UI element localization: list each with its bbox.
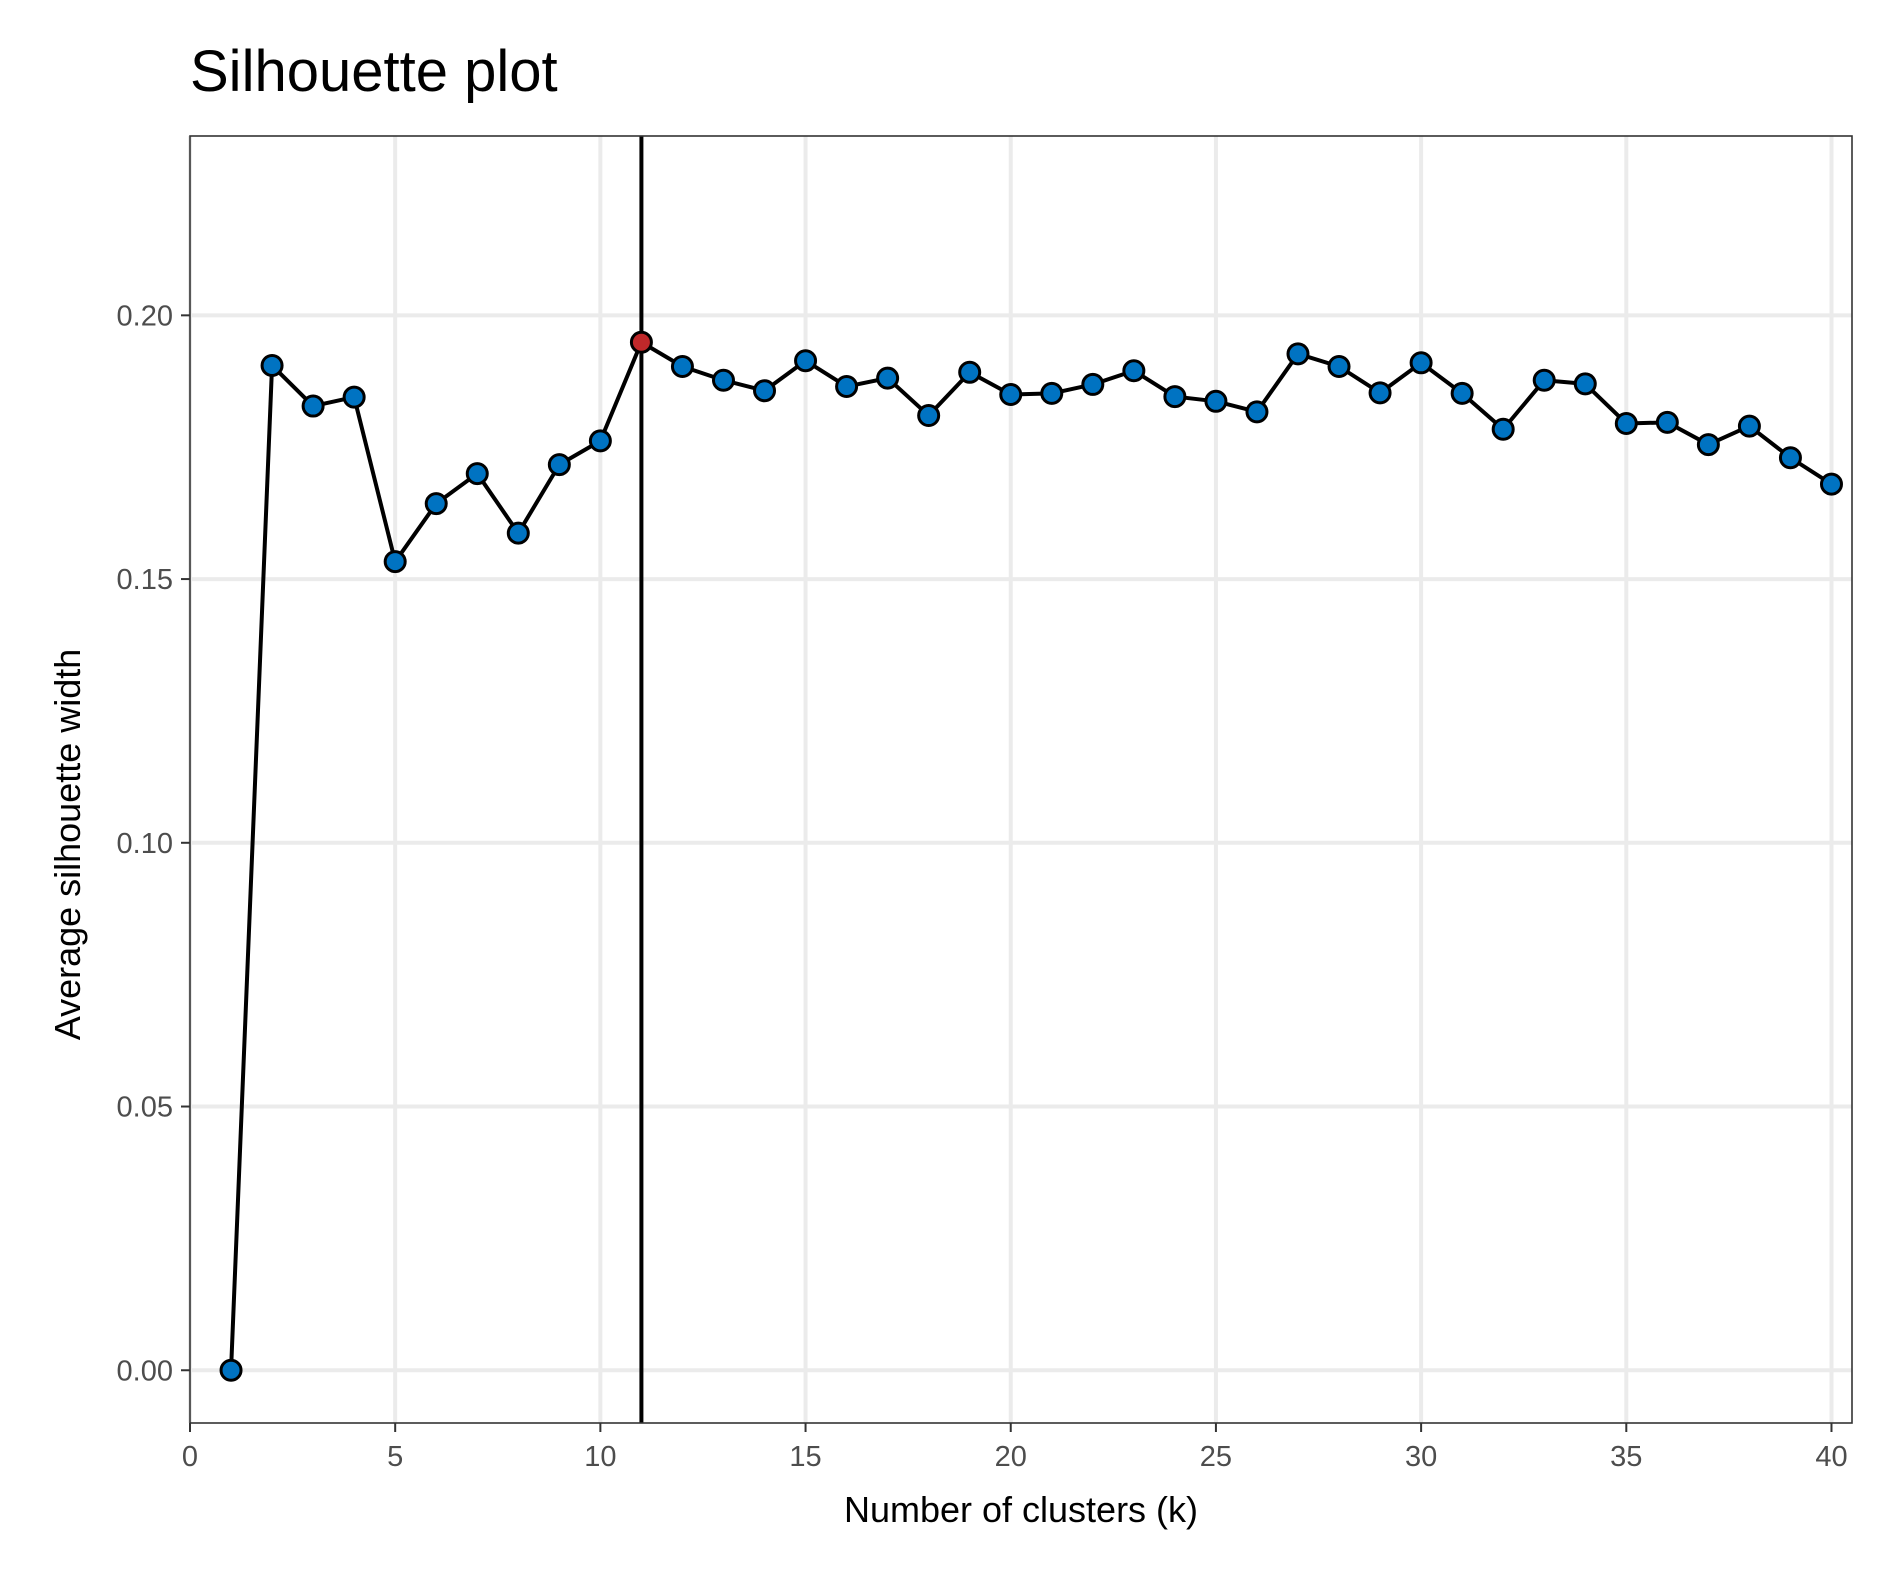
data-point: [917, 404, 941, 428]
data-point: [1696, 433, 1720, 457]
data-point: [547, 453, 571, 477]
data-point: [794, 349, 818, 373]
data-point: [1081, 372, 1105, 396]
x-tick-label: 5: [387, 1441, 403, 1473]
data-point: [835, 375, 859, 399]
x-tick-label: 0: [182, 1441, 198, 1473]
data-point: [1778, 446, 1802, 470]
data-point: [1327, 354, 1351, 378]
data-point: [1491, 417, 1515, 441]
data-point: [260, 353, 284, 377]
data-point: [506, 521, 530, 545]
data-point: [588, 429, 612, 453]
data-point: [1368, 381, 1392, 405]
data-point: [1614, 411, 1638, 435]
y-axis-ticks: 0.00 0.05 0.10 0.15 0.20: [117, 300, 190, 1387]
data-point: [1573, 372, 1597, 396]
data-point: [1163, 385, 1187, 409]
data-point: [1737, 414, 1761, 438]
data-point: [876, 366, 900, 390]
data-points: [219, 330, 1843, 1382]
y-tick-label: 0.10: [117, 828, 173, 860]
x-tick-label: 40: [1815, 1441, 1847, 1473]
data-point: [753, 379, 777, 403]
x-axis-title: Number of clusters (k): [844, 1489, 1198, 1530]
data-point: [1409, 351, 1433, 375]
series-line: [229, 340, 1833, 1371]
data-point: [301, 394, 325, 418]
data-point: [1122, 359, 1146, 383]
data-point: [670, 354, 694, 378]
data-point: [1204, 389, 1228, 413]
plot-panel-border: [189, 135, 1853, 1424]
y-axis-title: Average silhouette width: [47, 649, 88, 1041]
x-tick-label: 30: [1405, 1441, 1437, 1473]
data-point: [424, 492, 448, 516]
data-point: [342, 385, 366, 409]
data-point: [999, 382, 1023, 406]
data-point: [1245, 400, 1269, 424]
x-axis-ticks: 0 5 10 15 20 25 30 35 40: [182, 1423, 1848, 1473]
data-point: [1286, 342, 1310, 366]
data-point: [711, 368, 735, 392]
data-point: [1532, 368, 1556, 392]
y-tick-label: 0.05: [117, 1092, 173, 1124]
data-point: [383, 550, 407, 574]
data-point-optimal-k: [629, 330, 653, 354]
data-point: [1450, 381, 1474, 405]
y-tick-label: 0.20: [117, 300, 173, 332]
data-point: [465, 462, 489, 486]
data-point: [1040, 381, 1064, 405]
data-point: [958, 360, 982, 384]
grid-lines: [188, 136, 1852, 1423]
x-tick-label: 20: [995, 1441, 1027, 1473]
x-tick-label: 15: [789, 1441, 821, 1473]
y-tick-label: 0.00: [117, 1355, 173, 1387]
y-tick-label: 0.15: [117, 564, 173, 596]
data-point: [1819, 472, 1843, 496]
data-point: [1655, 410, 1679, 434]
series-layer: [229, 340, 1833, 1371]
x-tick-label: 10: [584, 1441, 616, 1473]
x-tick-label: 35: [1610, 1441, 1642, 1473]
x-tick-label: 25: [1200, 1441, 1232, 1473]
chart-title: Silhouette plot: [190, 39, 558, 104]
data-point: [219, 1358, 243, 1382]
